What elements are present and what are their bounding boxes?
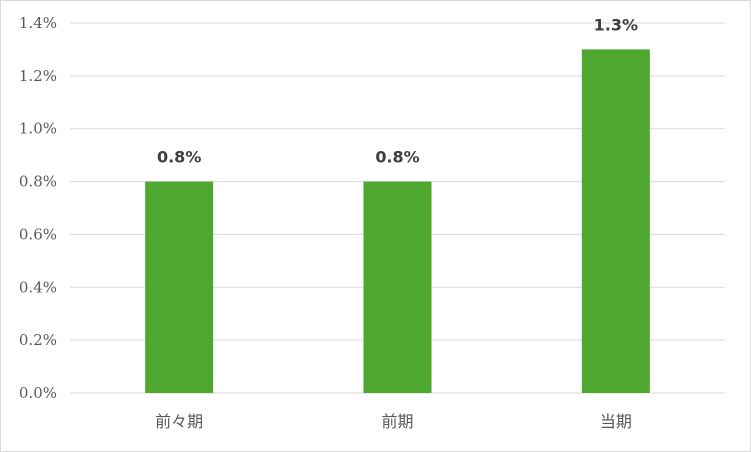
y-tick-label: 0.0%: [19, 384, 57, 402]
x-axis-category-labels: 前々期 前期 当期: [155, 412, 632, 431]
bar: [363, 181, 432, 393]
bar: [145, 181, 214, 393]
y-tick-label: 1.4%: [19, 14, 57, 32]
bar: [581, 49, 650, 394]
x-category-label: 当期: [600, 412, 632, 431]
y-tick-label: 0.8%: [19, 173, 57, 191]
y-tick-label: 0.2%: [19, 331, 57, 349]
data-labels: 0.8% 0.8% 1.3%: [157, 15, 638, 166]
y-tick-label: 1.2%: [19, 67, 57, 85]
x-category-label: 前期: [381, 412, 413, 431]
y-tick-label: 1.0%: [19, 120, 57, 138]
y-axis-tick-labels: 0.0% 0.2% 0.4% 0.6% 0.8% 1.0% 1.2% 1.4%: [19, 14, 57, 402]
bars: [145, 49, 650, 394]
data-label: 1.3%: [594, 15, 638, 34]
y-tick-label: 0.6%: [19, 225, 57, 243]
y-tick-label: 0.4%: [19, 278, 57, 296]
x-category-label: 前々期: [155, 412, 203, 431]
data-label: 0.8%: [157, 148, 201, 167]
data-label: 0.8%: [375, 148, 419, 167]
